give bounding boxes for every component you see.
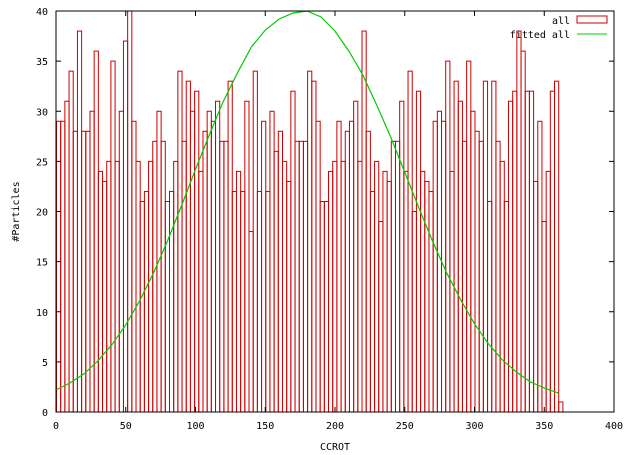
y-tick-label: 25 bbox=[36, 157, 48, 168]
legend-label-fitted-all: fitted all bbox=[510, 30, 570, 41]
y-tick-label: 30 bbox=[36, 107, 48, 118]
y-tick-label: 35 bbox=[36, 57, 48, 68]
x-tick-label: 100 bbox=[186, 421, 204, 432]
x-axis-label: CCROT bbox=[320, 442, 350, 453]
y-tick-label: 0 bbox=[42, 408, 48, 419]
x-tick-label: 150 bbox=[256, 421, 274, 432]
axis-ticks: 0 50 100 150 200 250 300 350 400 0 5 10 15 20 25 30 35 40 bbox=[36, 7, 623, 432]
y-tick-label: 5 bbox=[42, 358, 48, 369]
legend-swatch-all bbox=[576, 15, 608, 24]
y-tick-label: 15 bbox=[36, 258, 48, 269]
x-tick-label: 200 bbox=[326, 421, 344, 432]
x-tick-label: 50 bbox=[120, 421, 132, 432]
x-tick-label: 0 bbox=[53, 421, 59, 432]
y-tick-label: 10 bbox=[36, 308, 48, 319]
y-tick-label: 20 bbox=[36, 208, 48, 219]
x-tick-label: 300 bbox=[465, 421, 483, 432]
y-tick-label: 40 bbox=[36, 7, 48, 18]
x-tick-label: 400 bbox=[605, 421, 623, 432]
legend-label-all: all bbox=[552, 16, 570, 27]
x-tick-label: 250 bbox=[396, 421, 414, 432]
y-axis-label: #Particles bbox=[11, 181, 22, 241]
x-tick-label: 350 bbox=[535, 421, 553, 432]
legend: all fitted all bbox=[510, 15, 608, 41]
